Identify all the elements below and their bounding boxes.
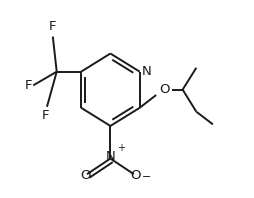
- Text: F: F: [24, 79, 32, 92]
- Text: F: F: [42, 109, 50, 122]
- Text: −: −: [142, 172, 152, 182]
- Text: N: N: [105, 150, 115, 163]
- Text: O: O: [80, 169, 91, 182]
- Text: O: O: [159, 83, 169, 96]
- Text: O: O: [130, 169, 140, 182]
- Text: F: F: [49, 20, 56, 33]
- Text: N: N: [142, 65, 152, 78]
- Text: +: +: [117, 143, 125, 153]
